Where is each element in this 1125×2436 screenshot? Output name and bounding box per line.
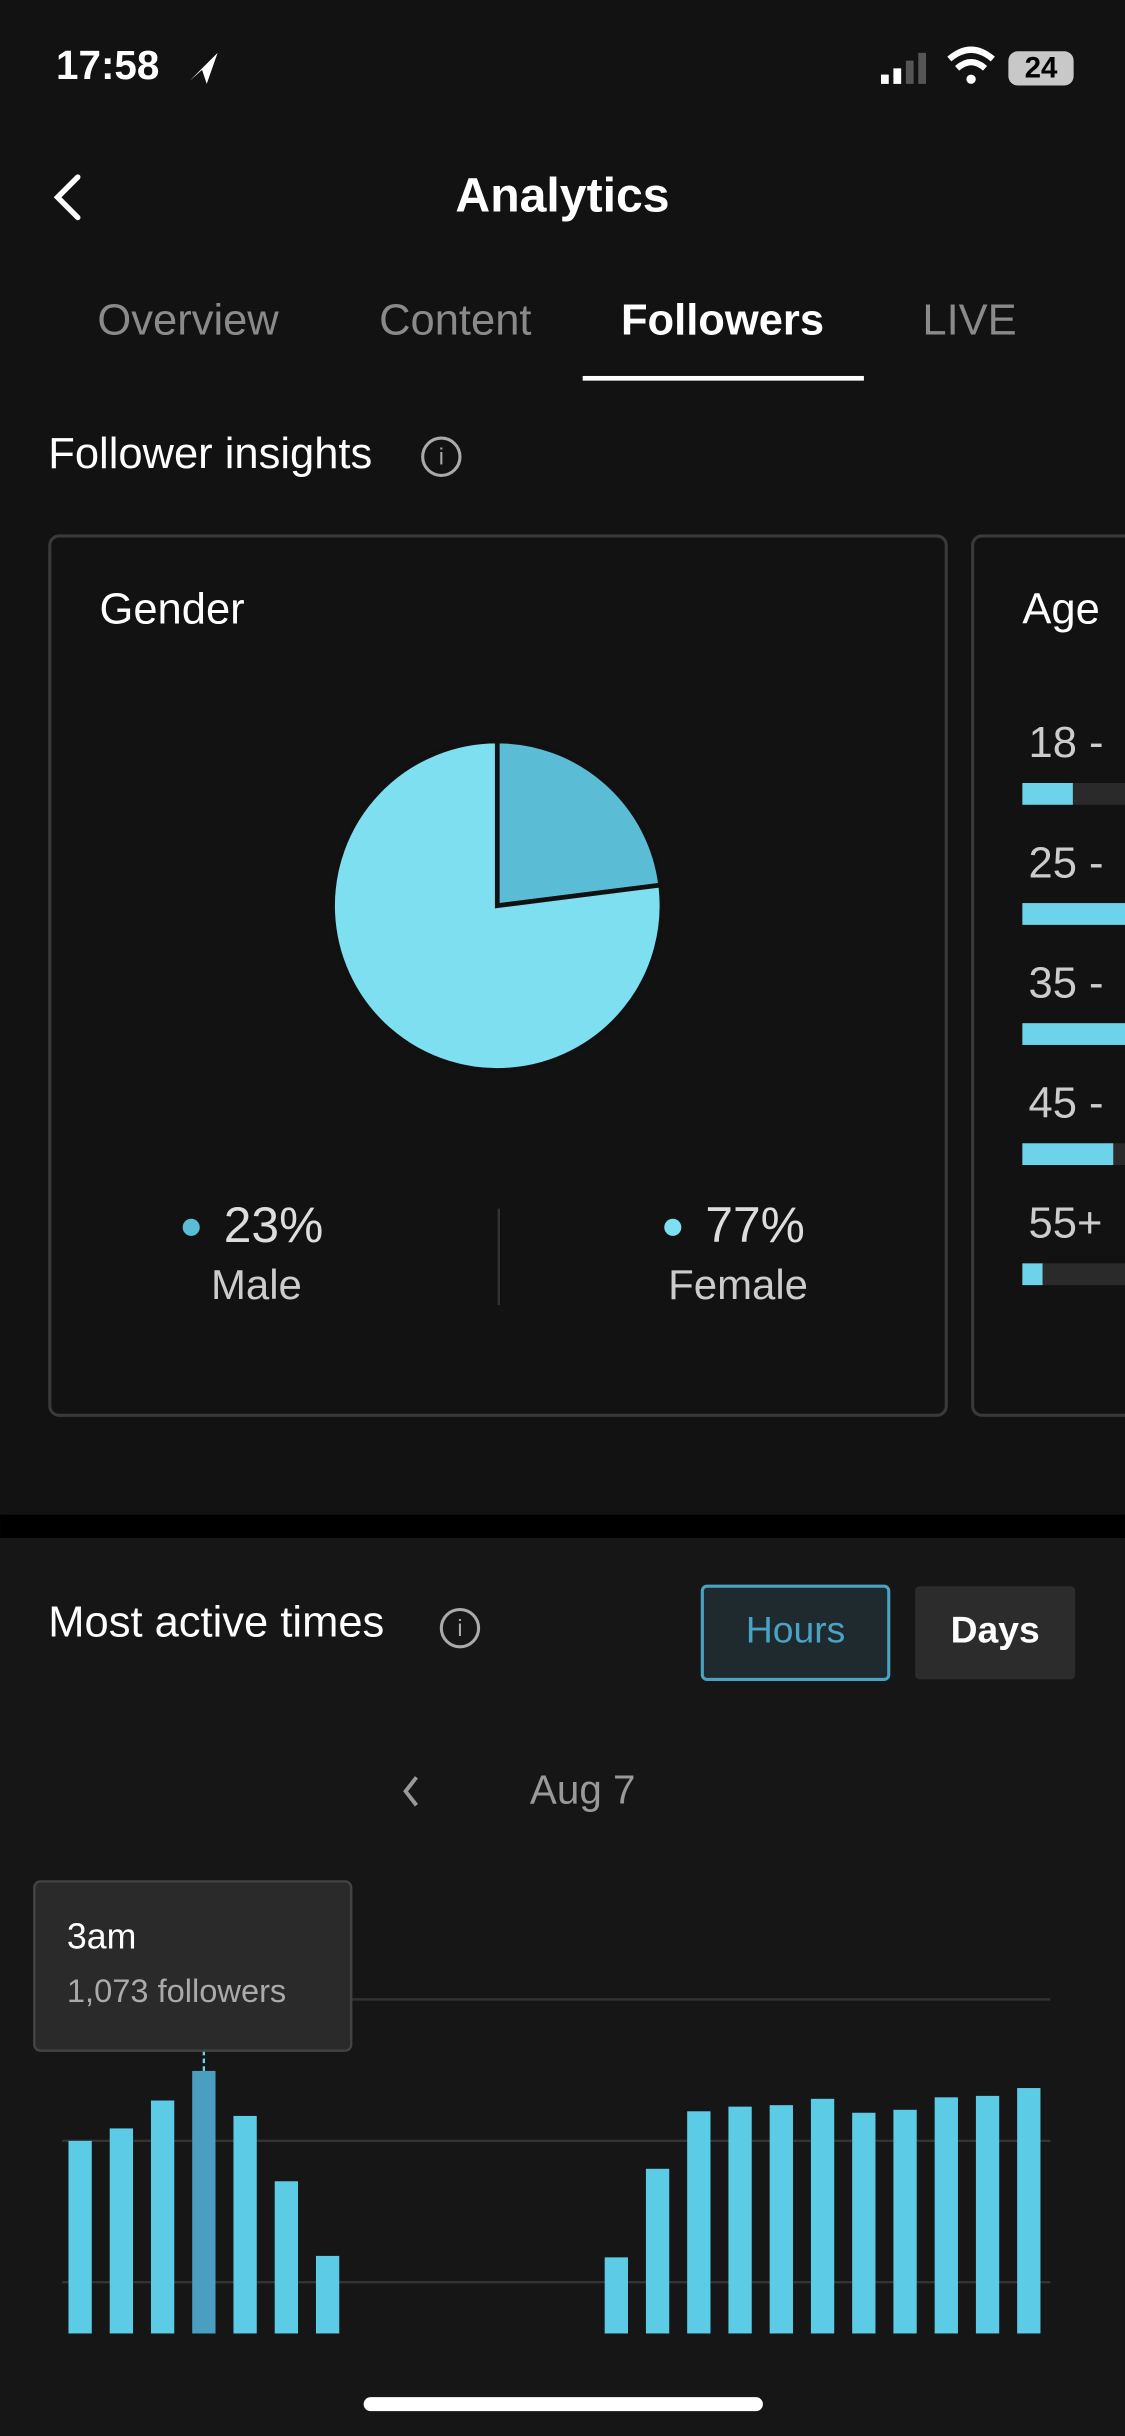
- bar[interactable]: [645, 2168, 670, 2334]
- bar[interactable]: [1017, 2088, 1041, 2334]
- age-label: 45 -: [1029, 1079, 1104, 1127]
- toggle-button[interactable]: [915, 1586, 1076, 1680]
- battery: [1008, 51, 1074, 86]
- section-title: Most active times: [48, 1599, 384, 1647]
- legend-label: Female: [668, 1261, 808, 1308]
- age-label: 18 -: [1029, 719, 1104, 767]
- toggle-label[interactable]: Hours: [746, 1609, 845, 1651]
- bar[interactable]: [68, 2140, 92, 2334]
- section-divider: [0, 1514, 1125, 1539]
- bar: [1022, 1263, 1043, 1286]
- age-label: 35 -: [1029, 959, 1104, 1007]
- wifi-dot: [966, 74, 976, 84]
- tooltip-value: 1,073 followers: [67, 1972, 286, 2009]
- bar[interactable]: [233, 2115, 257, 2334]
- age-label: 25 -: [1029, 839, 1104, 887]
- bar[interactable]: [769, 2105, 793, 2334]
- legend-label: Male: [211, 1261, 302, 1308]
- home-indicator: [363, 2397, 763, 2412]
- bar: [1022, 903, 1125, 925]
- bar[interactable]: [975, 2095, 1000, 2334]
- legend-value: 77%: [705, 1197, 804, 1253]
- info-glyph: i: [457, 1615, 462, 1641]
- pie-slice: [494, 738, 664, 909]
- age-label: 55+: [1029, 1200, 1103, 1248]
- pie-slice: [330, 738, 665, 1073]
- tab[interactable]: Overview: [97, 297, 279, 345]
- card-title: Gender: [100, 586, 245, 634]
- bar[interactable]: [604, 2257, 628, 2334]
- bar[interactable]: [687, 2111, 711, 2334]
- bar: [1022, 783, 1073, 805]
- tooltip: [33, 1880, 353, 2052]
- legend-dot: [182, 1218, 200, 1236]
- location-icon: [189, 52, 218, 84]
- toggle-label[interactable]: Days: [951, 1609, 1040, 1651]
- bar[interactable]: [109, 2128, 134, 2334]
- bar[interactable]: [934, 2097, 958, 2334]
- battery-level: 24: [1025, 52, 1058, 85]
- bar[interactable]: [728, 2106, 752, 2334]
- clock: 17:58: [56, 42, 159, 88]
- bar[interactable]: [315, 2255, 340, 2334]
- bar[interactable]: [274, 2181, 299, 2334]
- date-label: Aug 7: [530, 1766, 636, 1812]
- prev-date[interactable]: [403, 1776, 418, 1807]
- bar: [1022, 1143, 1114, 1166]
- section-title: Follower insights: [48, 430, 372, 478]
- card-title: Age: [1022, 586, 1099, 634]
- bar[interactable]: [893, 2109, 917, 2334]
- bar-track: [1022, 1263, 1125, 1286]
- signal-icon: [880, 52, 927, 84]
- tab-underline: [582, 375, 864, 381]
- gender-card: [48, 534, 948, 1417]
- info-icon[interactable]: [439, 1607, 481, 1649]
- legend-dot: [664, 1218, 682, 1236]
- bar: [1022, 1023, 1125, 1045]
- back-button[interactable]: [53, 174, 81, 221]
- bar[interactable]: [852, 2112, 876, 2334]
- wifi-icon: [947, 46, 995, 71]
- tooltip-label: 3am: [67, 1916, 136, 1956]
- page-title: Analytics: [455, 169, 669, 223]
- legend-value: 23%: [224, 1197, 323, 1253]
- age-card: [971, 534, 1125, 1417]
- info-icon[interactable]: [421, 436, 462, 477]
- tab[interactable]: LIVE: [922, 297, 1016, 345]
- bar[interactable]: [150, 2100, 175, 2334]
- info-glyph: i: [439, 443, 444, 469]
- bar[interactable]: [810, 2098, 835, 2334]
- tab[interactable]: Followers: [621, 297, 824, 345]
- bar[interactable]: [192, 2070, 216, 2334]
- toggle-button[interactable]: [700, 1584, 891, 1681]
- tab[interactable]: Content: [379, 297, 531, 345]
